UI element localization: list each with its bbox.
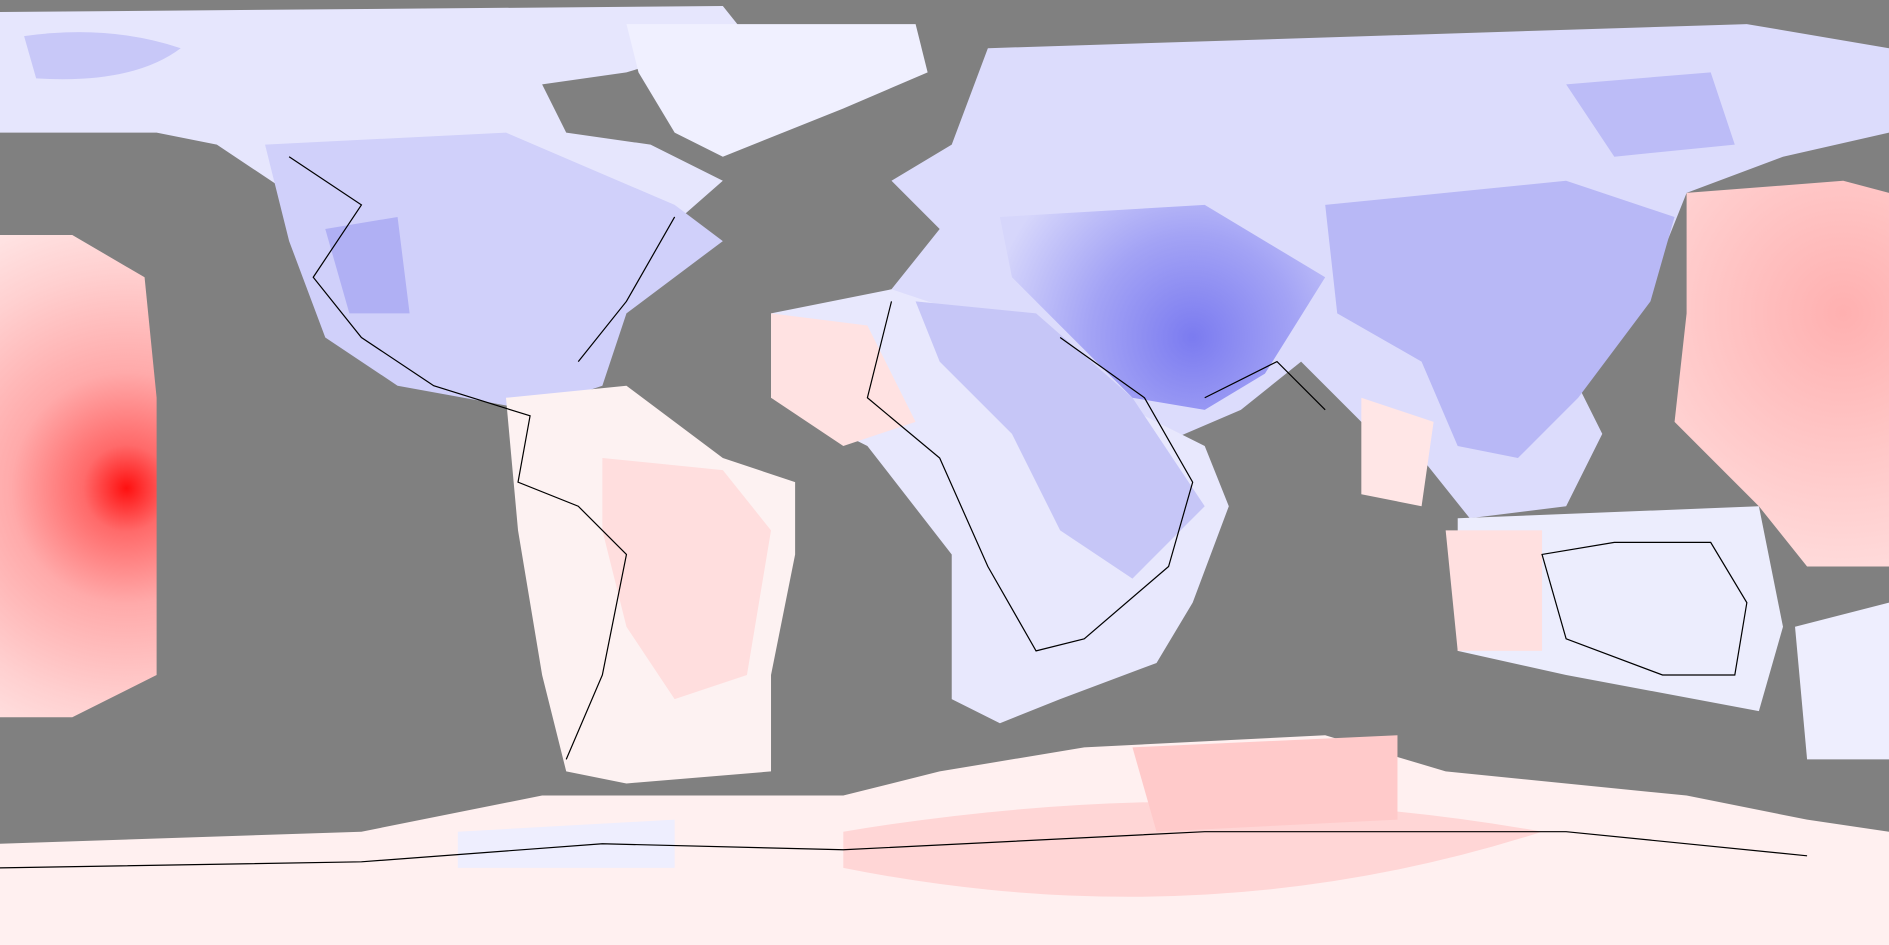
east-pacific-warm [1674,180,1889,567]
new-zealand [1795,602,1889,760]
bay-warm [1361,397,1434,507]
west-africa-warm [771,313,916,446]
north-america [265,132,723,410]
west-na-cool [325,216,410,314]
antarctic-cool [457,819,675,868]
sahel-cool [915,301,1205,579]
antarctic-warm [843,801,1543,897]
west-australia-warm [1445,530,1543,651]
east-asia-cool [1325,180,1675,459]
arctic-cool-patch [24,32,181,80]
brazil-warm [602,458,772,700]
coastlines [0,156,1808,869]
pacific-warm-anomaly [0,235,157,718]
greenland [626,24,928,157]
middle-east-cool [999,204,1326,410]
ross-warm [1132,735,1398,832]
siberia-cool [1566,72,1735,157]
